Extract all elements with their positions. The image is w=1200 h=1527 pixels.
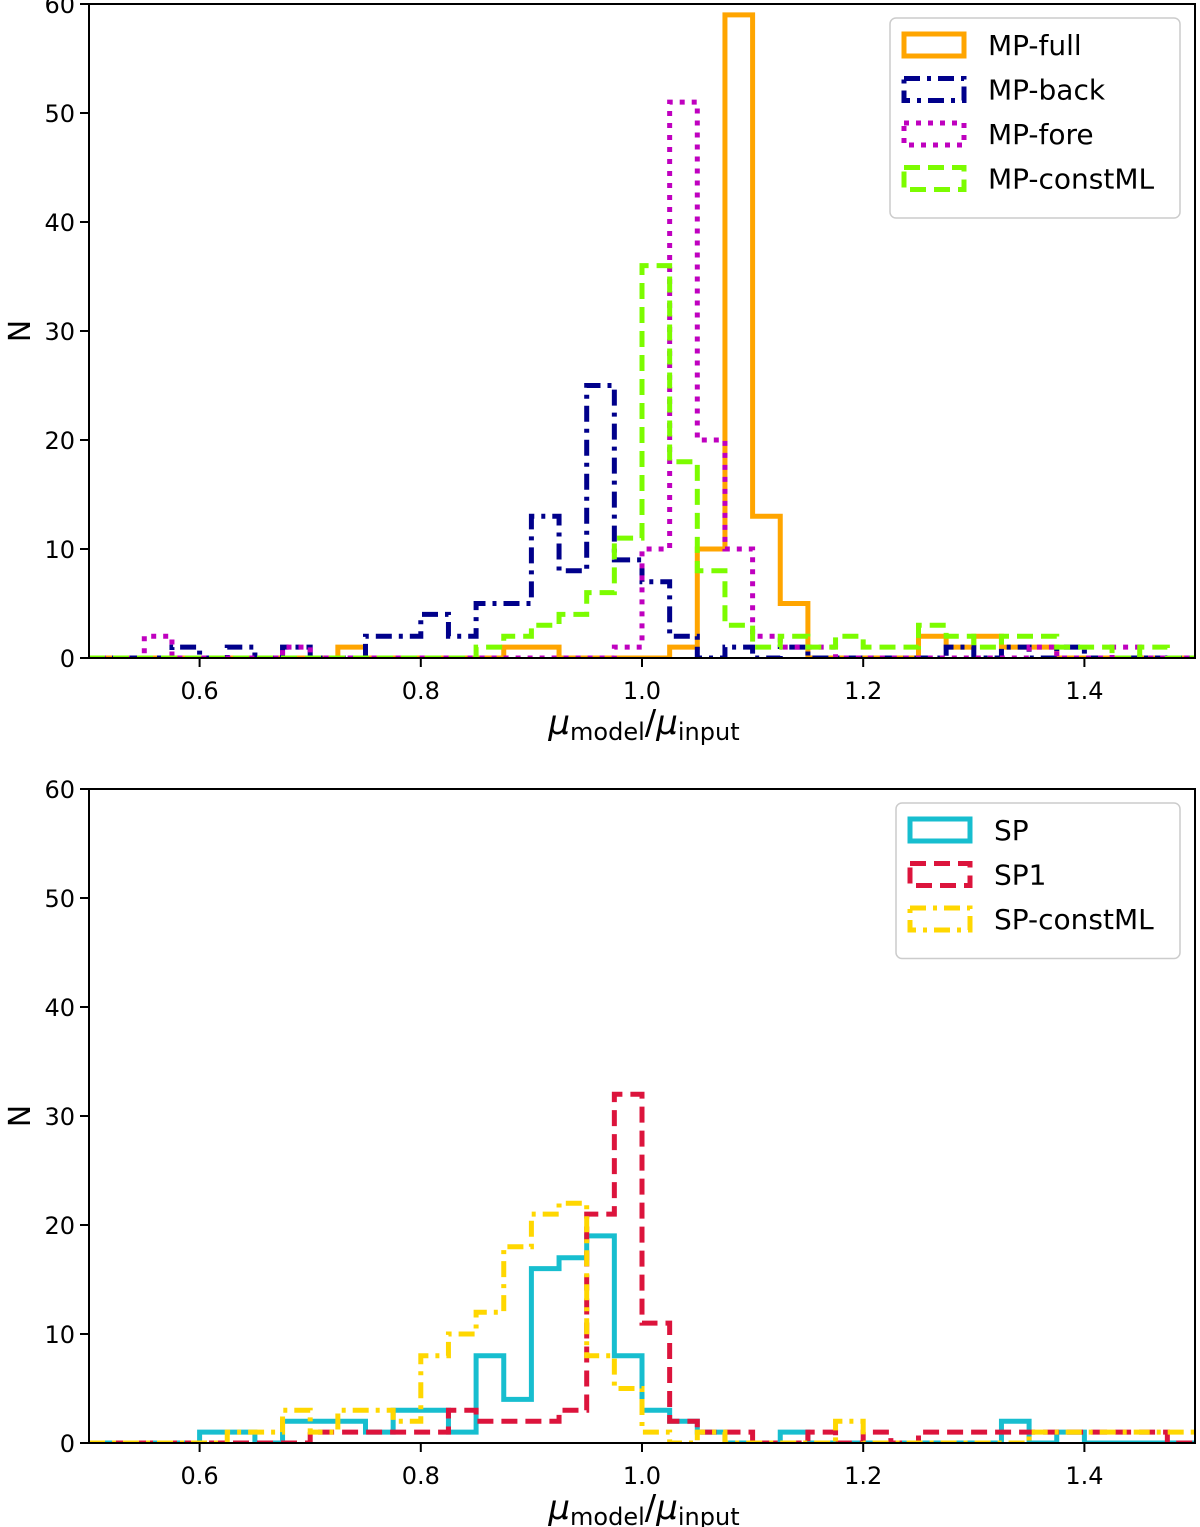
x-tick-label: 1.2 <box>844 1462 882 1490</box>
legend-label-mp-full: MP-full <box>988 29 1082 62</box>
chart-panel-1: 0.6 0.8 1.0 1.2 1.4 0 10 20 30 40 50 60 Nμmodel/μinp… <box>3 0 1196 746</box>
chart-panel-2: 0.6 0.8 1.0 1.2 1.4 0 10 20 30 40 50 60 Nμmodel/μinp… <box>3 776 1196 1527</box>
legend: MP-full MP-back MP-fore MP-constML <box>889 17 1181 219</box>
legend-swatch-mp-back <box>901 76 967 103</box>
y-tick-label: 40 <box>44 994 75 1022</box>
y-tick-label: 60 <box>44 0 75 19</box>
legend-label-mp-constml: MP-constML <box>988 163 1155 196</box>
y-tick-label: 10 <box>44 536 75 564</box>
y-tick-label: 50 <box>44 100 75 128</box>
x-tick-label: 0.8 <box>402 677 440 705</box>
series-mp-constml <box>89 263 1195 658</box>
y-tick-label: 40 <box>44 209 75 237</box>
legend-label-sp: SP <box>994 814 1029 847</box>
y-tick-label: 50 <box>44 885 75 913</box>
y-axis-label: N <box>3 320 38 342</box>
y-tick-label: 10 <box>44 1321 75 1349</box>
y-tick-label: 30 <box>44 1103 75 1131</box>
x-tick-label: 0.6 <box>181 677 219 705</box>
x-tick-label: 1.2 <box>844 677 882 705</box>
legend-label-sp-constml: SP-constML <box>994 903 1154 936</box>
x-tick-label: 0.6 <box>181 1462 219 1490</box>
x-axis-label: μmodel/μinput <box>547 1488 739 1527</box>
y-tick-label: 0 <box>60 1430 75 1458</box>
legend-label-sp1: SP1 <box>994 859 1046 892</box>
legend-swatch-sp1 <box>907 861 973 888</box>
series-sp1 <box>89 1091 1195 1443</box>
series-mp-back <box>89 383 1195 658</box>
legend-swatch-mp-fore <box>901 120 967 148</box>
x-tick-label: 1.4 <box>1065 1462 1103 1490</box>
x-tick-label: 0.8 <box>402 1462 440 1490</box>
y-tick-label: 60 <box>44 776 75 804</box>
series-mp-fore <box>89 99 1195 658</box>
legend-label-mp-fore: MP-fore <box>988 118 1094 151</box>
series-sp-constml <box>89 1200 1195 1443</box>
legend: SP SP1 SP-constML <box>895 802 1181 960</box>
x-tick-label: 1.0 <box>623 677 661 705</box>
y-axis-label: N <box>3 1105 38 1127</box>
legend-swatch-mp-full <box>901 31 967 59</box>
y-tick-label: 20 <box>44 427 75 455</box>
x-tick-label: 1.0 <box>623 1462 661 1490</box>
legend-swatch-mp-constml <box>901 165 967 192</box>
x-tick-label: 1.4 <box>1065 677 1103 705</box>
y-tick-label: 20 <box>44 1212 75 1240</box>
legend-swatch-sp-constml <box>907 905 973 933</box>
legend-label-mp-back: MP-back <box>988 74 1106 107</box>
y-tick-label: 30 <box>44 318 75 346</box>
x-axis-label: μmodel/μinput <box>547 703 739 746</box>
legend-swatch-sp <box>907 816 973 844</box>
y-tick-label: 0 <box>60 645 75 673</box>
